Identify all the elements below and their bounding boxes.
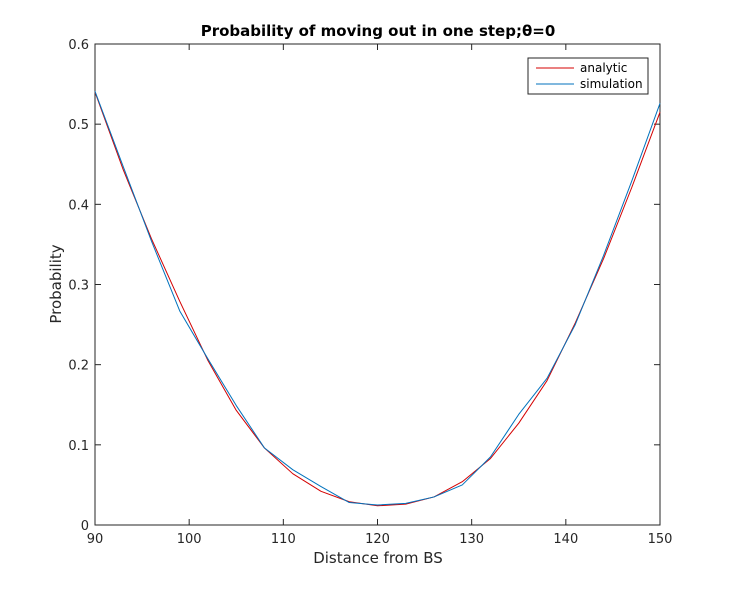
y-tick-label: 0.5 xyxy=(68,118,89,133)
x-tick-label: 100 xyxy=(177,532,202,547)
series-layer xyxy=(94,91,661,507)
y-tick-label: 0.4 xyxy=(68,198,89,213)
x-axis-label: Distance from BS xyxy=(313,549,443,567)
axes-box xyxy=(94,43,661,526)
legend-label-simulation: simulation xyxy=(580,77,643,91)
y-tick-label: 0.1 xyxy=(68,439,89,454)
y-tick-label: 0.6 xyxy=(68,38,89,53)
ticks-layer: 90 100 110 120 130 140 150 0 0.1 0.2 0.3 0.4 0.5 0.6 xyxy=(68,38,672,547)
legend: analytic simulation xyxy=(527,57,649,95)
x-tick-label: 110 xyxy=(271,532,296,547)
series-line-simulation xyxy=(94,91,661,506)
legend-box xyxy=(527,57,649,95)
x-tick-label: 140 xyxy=(553,532,578,547)
y-tick-label: 0 xyxy=(81,519,89,534)
x-tick-label: 90 xyxy=(87,532,104,547)
legend-label-analytic: analytic xyxy=(580,61,627,75)
y-axis-label: Probability xyxy=(47,244,65,323)
x-tick-label: 120 xyxy=(365,532,390,547)
x-tick-label: 150 xyxy=(648,532,673,547)
y-tick-label: 0.3 xyxy=(68,279,89,294)
x-tick-label: 130 xyxy=(459,532,484,547)
plot-area: 90 100 110 120 130 140 150 0 0.1 0.2 0.3 0.4 0.5 0.6 xyxy=(68,38,672,547)
y-tick-label: 0.2 xyxy=(68,359,89,374)
chart-title: Probability of moving out in one step;θ=… xyxy=(201,22,556,40)
